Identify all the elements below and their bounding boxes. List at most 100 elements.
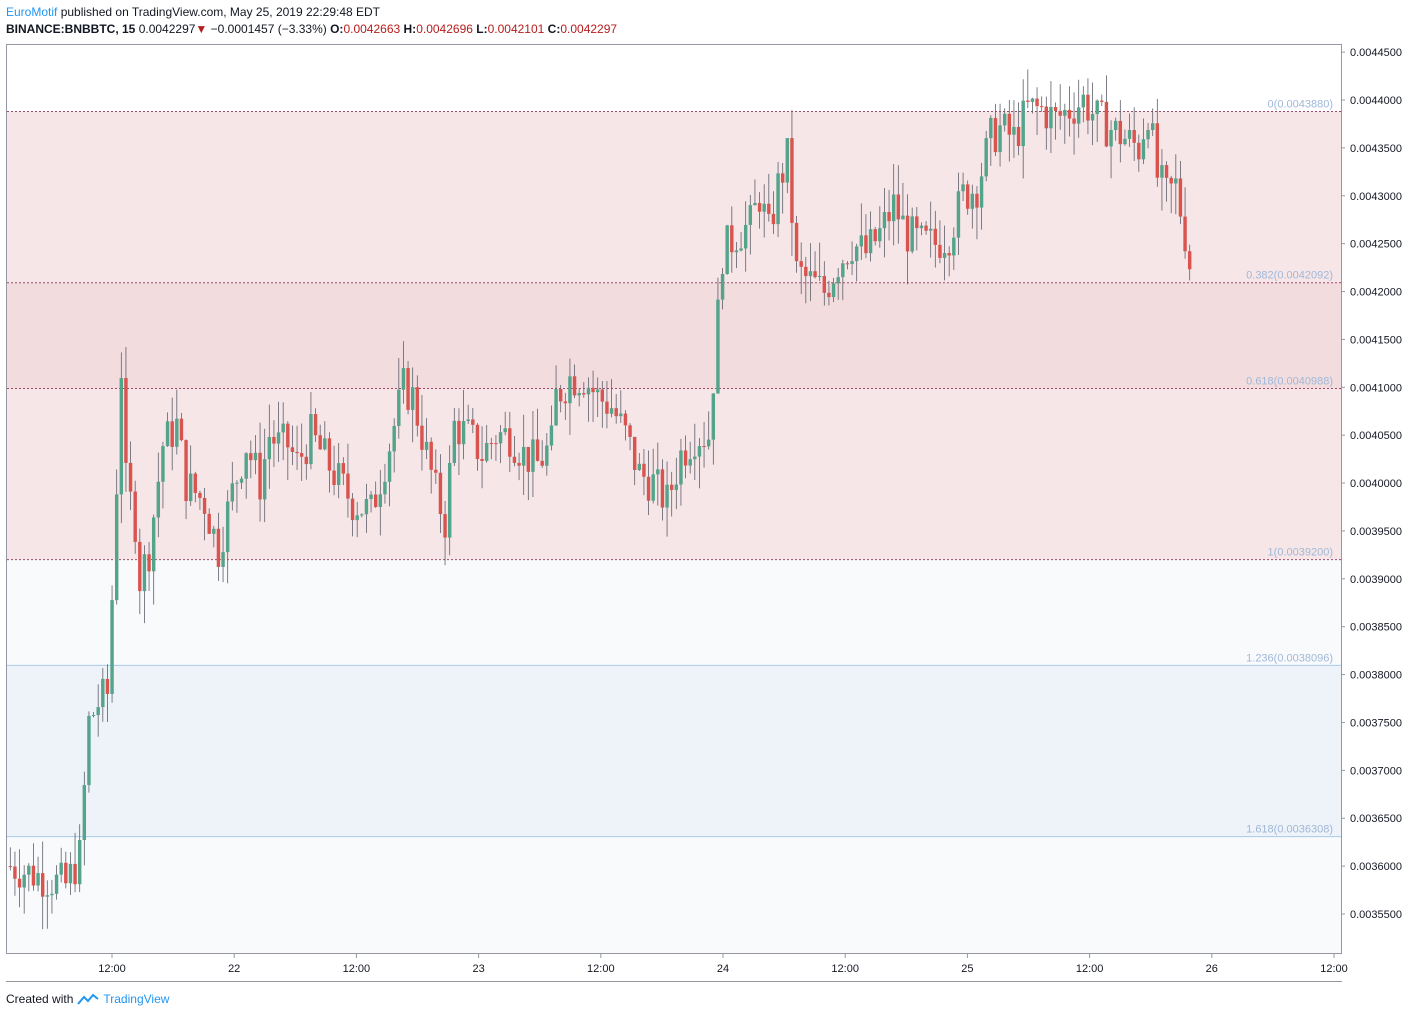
candle-body bbox=[378, 494, 383, 507]
candle-body bbox=[693, 456, 697, 460]
x-tick-label: 24 bbox=[717, 963, 729, 975]
down-arrow-icon: ▼ bbox=[195, 22, 208, 36]
candle-body bbox=[170, 421, 174, 447]
candle-body bbox=[221, 552, 225, 567]
candle-body bbox=[753, 202, 757, 206]
candle-body bbox=[40, 873, 45, 897]
tradingview-brand[interactable]: TradingView bbox=[103, 992, 170, 1006]
candle-body bbox=[138, 541, 142, 592]
high-value: 0.0042696 bbox=[416, 22, 473, 36]
candle-body bbox=[743, 224, 748, 249]
candle-body bbox=[679, 450, 683, 485]
candle-body bbox=[346, 473, 350, 499]
fib-zone bbox=[7, 836, 1341, 953]
candle-body bbox=[341, 463, 346, 474]
candle-body bbox=[568, 376, 572, 404]
y-tick-label: 0.0036500 bbox=[1350, 813, 1402, 825]
candle-body bbox=[706, 439, 711, 447]
candle-body bbox=[1127, 129, 1132, 139]
candle-body bbox=[133, 491, 137, 542]
candle-body bbox=[882, 212, 887, 229]
plot-border bbox=[6, 44, 1342, 954]
candle-body bbox=[595, 389, 600, 393]
candle-body bbox=[873, 229, 877, 242]
fib-zone bbox=[7, 559, 1341, 666]
candle-body bbox=[979, 176, 984, 208]
candle-body bbox=[230, 483, 235, 502]
candle-body bbox=[212, 528, 216, 534]
candle-body bbox=[1118, 120, 1123, 145]
candle-body bbox=[901, 215, 905, 220]
candle-body bbox=[332, 470, 336, 485]
candle-body bbox=[82, 785, 87, 840]
y-tick-label: 0.0040000 bbox=[1350, 478, 1402, 490]
candle-body bbox=[540, 460, 544, 466]
candle-body bbox=[475, 424, 480, 459]
candle-body bbox=[503, 428, 507, 433]
candle-body bbox=[253, 452, 258, 461]
author-link[interactable]: EuroMotif bbox=[6, 5, 58, 19]
candle-body bbox=[179, 418, 184, 441]
y-tick-label: 0.0043000 bbox=[1350, 191, 1402, 203]
candle-body bbox=[156, 481, 161, 518]
candle-body bbox=[577, 393, 581, 396]
candle-body bbox=[942, 253, 947, 258]
candle-body bbox=[762, 203, 766, 212]
low-label: L: bbox=[476, 22, 488, 36]
candle-body bbox=[1016, 126, 1021, 147]
candle-body bbox=[424, 441, 429, 450]
candle-body bbox=[1113, 120, 1118, 131]
candle-body bbox=[993, 117, 998, 153]
candle-body bbox=[286, 423, 290, 448]
candle-body bbox=[383, 481, 387, 495]
candle-body bbox=[327, 438, 332, 471]
candle-body bbox=[804, 266, 808, 277]
candle-body bbox=[674, 484, 679, 490]
candle-body bbox=[984, 138, 988, 177]
candle-body bbox=[665, 484, 669, 508]
candle-body bbox=[494, 443, 498, 445]
candle-body bbox=[244, 453, 248, 479]
candle-body bbox=[854, 246, 859, 262]
publish-line: EuroMotif published on TradingView.com, … bbox=[6, 4, 617, 21]
candle-body bbox=[299, 453, 304, 457]
candle-body bbox=[614, 408, 618, 417]
candle-body bbox=[952, 237, 956, 256]
candle-body bbox=[1026, 100, 1030, 102]
candle-body bbox=[739, 248, 743, 251]
candle-body bbox=[1104, 101, 1109, 147]
candle-body bbox=[933, 228, 938, 245]
candle-body bbox=[887, 212, 891, 222]
candle-body bbox=[970, 193, 975, 209]
candle-body bbox=[1160, 165, 1164, 178]
y-tick-label: 0.0039500 bbox=[1350, 526, 1402, 538]
candle-body bbox=[1174, 178, 1178, 184]
candle-body bbox=[961, 184, 965, 192]
candle-body bbox=[1002, 113, 1007, 126]
candle-body bbox=[864, 235, 868, 254]
candle-body bbox=[1100, 100, 1104, 102]
candle-body bbox=[272, 436, 276, 444]
candle-body bbox=[924, 225, 928, 231]
ohlc-line: BINANCE:BNBBTC, 15 0.0042297▼ −0.0001457… bbox=[6, 21, 617, 38]
candle-body bbox=[947, 253, 951, 256]
candle-body bbox=[989, 117, 993, 139]
candle-body bbox=[776, 173, 780, 225]
candle-body bbox=[1030, 98, 1035, 102]
candle-body bbox=[401, 368, 406, 390]
fib-label: 0.618(0.0040988) bbox=[1246, 375, 1333, 387]
close-value: 0.0042297 bbox=[560, 22, 618, 36]
fib-zones bbox=[7, 111, 1341, 953]
candle-body bbox=[124, 378, 128, 463]
candle-body bbox=[1049, 106, 1053, 129]
fib-zone bbox=[7, 665, 1341, 837]
candle-body bbox=[364, 498, 369, 515]
candle-body bbox=[850, 261, 854, 264]
candle-body bbox=[827, 292, 831, 298]
candle-body bbox=[1155, 123, 1160, 178]
candle-body bbox=[119, 378, 124, 495]
candle-body bbox=[831, 283, 836, 298]
candle-body bbox=[452, 420, 457, 464]
fib-lines bbox=[7, 110, 1341, 838]
